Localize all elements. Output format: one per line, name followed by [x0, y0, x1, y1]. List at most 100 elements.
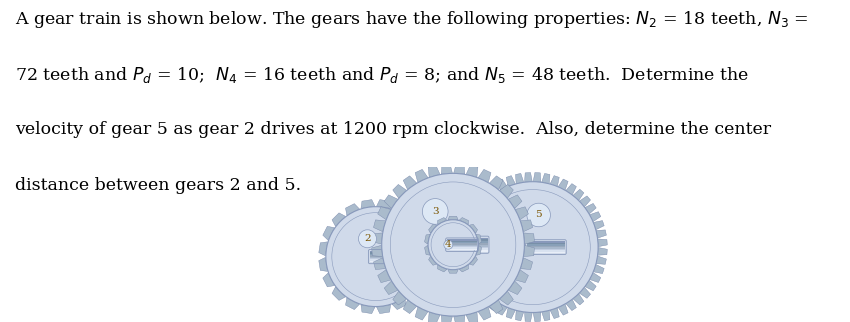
Polygon shape — [346, 298, 360, 309]
Polygon shape — [489, 299, 500, 311]
Circle shape — [527, 203, 551, 227]
Polygon shape — [424, 242, 433, 256]
Polygon shape — [393, 185, 406, 198]
Polygon shape — [448, 270, 458, 273]
Polygon shape — [377, 305, 390, 314]
Polygon shape — [462, 221, 472, 230]
Bar — [370, 257, 405, 258]
Polygon shape — [566, 184, 576, 195]
Bar — [447, 246, 477, 247]
Polygon shape — [459, 256, 469, 264]
Polygon shape — [462, 264, 472, 274]
Text: velocity of gear 5 as gear 2 drives at 1200 rpm clockwise.  Also, determine the : velocity of gear 5 as gear 2 drives at 1… — [15, 121, 772, 138]
Polygon shape — [465, 272, 476, 282]
Polygon shape — [428, 256, 437, 265]
Polygon shape — [332, 287, 345, 300]
Polygon shape — [384, 281, 398, 295]
Polygon shape — [500, 291, 513, 305]
Polygon shape — [590, 272, 601, 282]
Polygon shape — [424, 234, 430, 244]
Polygon shape — [403, 176, 416, 190]
Polygon shape — [508, 195, 522, 208]
Polygon shape — [377, 207, 391, 220]
Polygon shape — [524, 233, 535, 244]
Polygon shape — [573, 189, 584, 201]
Text: 2: 2 — [364, 234, 371, 243]
Polygon shape — [428, 165, 440, 177]
Polygon shape — [441, 163, 452, 174]
Polygon shape — [319, 258, 327, 271]
Bar — [527, 250, 564, 251]
Polygon shape — [417, 273, 428, 287]
Polygon shape — [454, 163, 465, 174]
Polygon shape — [392, 298, 406, 309]
Bar — [527, 246, 564, 247]
Polygon shape — [323, 273, 335, 287]
Polygon shape — [469, 224, 478, 233]
Polygon shape — [497, 179, 507, 190]
Polygon shape — [598, 248, 607, 255]
Polygon shape — [593, 264, 604, 274]
Bar — [446, 239, 488, 241]
Polygon shape — [332, 213, 345, 226]
Polygon shape — [361, 305, 375, 314]
Polygon shape — [490, 176, 503, 190]
Bar — [446, 248, 488, 250]
Text: 3: 3 — [432, 207, 439, 216]
Polygon shape — [377, 270, 391, 283]
Bar — [527, 251, 564, 253]
Polygon shape — [558, 179, 568, 190]
Circle shape — [422, 199, 448, 224]
Text: 4: 4 — [445, 240, 451, 249]
Polygon shape — [596, 256, 606, 264]
Polygon shape — [596, 230, 606, 238]
Bar — [527, 247, 564, 249]
Polygon shape — [469, 256, 478, 265]
Polygon shape — [475, 196, 486, 207]
Polygon shape — [406, 213, 420, 226]
Bar — [370, 258, 405, 260]
Bar — [446, 243, 488, 245]
Polygon shape — [476, 234, 482, 244]
Text: distance between gears 2 and 5.: distance between gears 2 and 5. — [15, 177, 302, 194]
Polygon shape — [515, 207, 529, 220]
Bar — [447, 242, 477, 243]
Polygon shape — [393, 291, 406, 305]
Polygon shape — [482, 294, 492, 305]
Polygon shape — [541, 310, 550, 321]
Polygon shape — [459, 230, 469, 238]
Polygon shape — [428, 312, 440, 322]
Polygon shape — [319, 242, 327, 256]
Polygon shape — [482, 189, 492, 201]
Polygon shape — [384, 195, 398, 208]
Bar — [447, 245, 477, 246]
Polygon shape — [428, 224, 437, 233]
Polygon shape — [566, 299, 576, 311]
Bar — [527, 244, 564, 246]
Polygon shape — [497, 304, 507, 315]
Polygon shape — [541, 174, 550, 184]
Polygon shape — [507, 308, 515, 318]
Polygon shape — [479, 169, 491, 183]
Polygon shape — [361, 200, 375, 208]
Polygon shape — [438, 218, 447, 224]
Polygon shape — [466, 312, 478, 322]
Polygon shape — [403, 300, 416, 314]
Polygon shape — [598, 239, 607, 247]
Text: 72 teeth and $P_d$ = 10;  $N_4$ = 16 teeth and $P_d$ = 8; and $N_5$ = 48 teeth. : 72 teeth and $P_d$ = 10; $N_4$ = 16 teet… — [15, 65, 750, 85]
Polygon shape — [373, 258, 386, 270]
Polygon shape — [516, 310, 524, 321]
Circle shape — [428, 220, 478, 270]
Circle shape — [359, 230, 377, 248]
Polygon shape — [520, 220, 533, 232]
Bar — [447, 239, 477, 241]
Polygon shape — [469, 280, 480, 291]
Polygon shape — [424, 245, 430, 255]
Polygon shape — [392, 204, 406, 215]
Polygon shape — [520, 258, 533, 270]
Circle shape — [382, 173, 524, 316]
Polygon shape — [448, 216, 458, 220]
Polygon shape — [346, 204, 360, 215]
Circle shape — [468, 182, 598, 312]
Circle shape — [444, 240, 453, 249]
